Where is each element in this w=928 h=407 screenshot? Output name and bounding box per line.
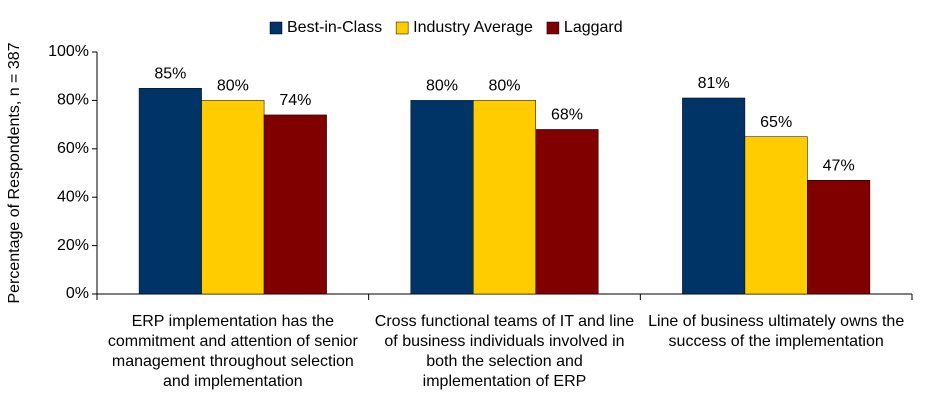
data-label: 81%: [698, 75, 730, 92]
y-tick-label: 60%: [57, 140, 89, 157]
bar: [807, 180, 871, 295]
y-tick-label: 40%: [57, 188, 89, 205]
data-label: 80%: [426, 78, 458, 95]
bar: [138, 88, 202, 295]
data-label: 65%: [760, 114, 792, 131]
data-label: 85%: [154, 66, 186, 83]
legend-label: Industry Average: [413, 19, 533, 36]
bar: [473, 100, 536, 295]
bar: [263, 114, 327, 295]
x-tick-label: ERP implementation has the commitment an…: [107, 313, 358, 390]
y-tick-label: 20%: [57, 237, 89, 254]
x-tick-label: Line of business ultimately owns the suc…: [648, 313, 905, 350]
data-label: 80%: [217, 78, 249, 95]
y-tick-label: 100%: [48, 43, 89, 60]
legend-swatch: [269, 21, 283, 35]
x-tick-label: Cross functional teams of IT and line of…: [374, 313, 635, 390]
bar: [682, 97, 746, 295]
data-label: 80%: [488, 78, 520, 95]
bar: [535, 129, 599, 295]
legend-label: Best-in-Class: [287, 19, 382, 36]
legend-swatch: [395, 21, 409, 35]
bar: [744, 136, 808, 295]
data-label: 47%: [823, 157, 855, 174]
y-axis-label: Percentage of Respondents, n = 387: [6, 42, 23, 303]
legend-swatch: [546, 21, 560, 35]
y-tick-label: 0%: [66, 285, 89, 302]
y-tick-label: 80%: [57, 92, 89, 109]
bar: [201, 100, 265, 295]
data-label: 68%: [551, 107, 583, 124]
data-label: 74%: [279, 92, 311, 109]
legend-label: Laggard: [564, 19, 623, 36]
bar: [410, 100, 474, 295]
